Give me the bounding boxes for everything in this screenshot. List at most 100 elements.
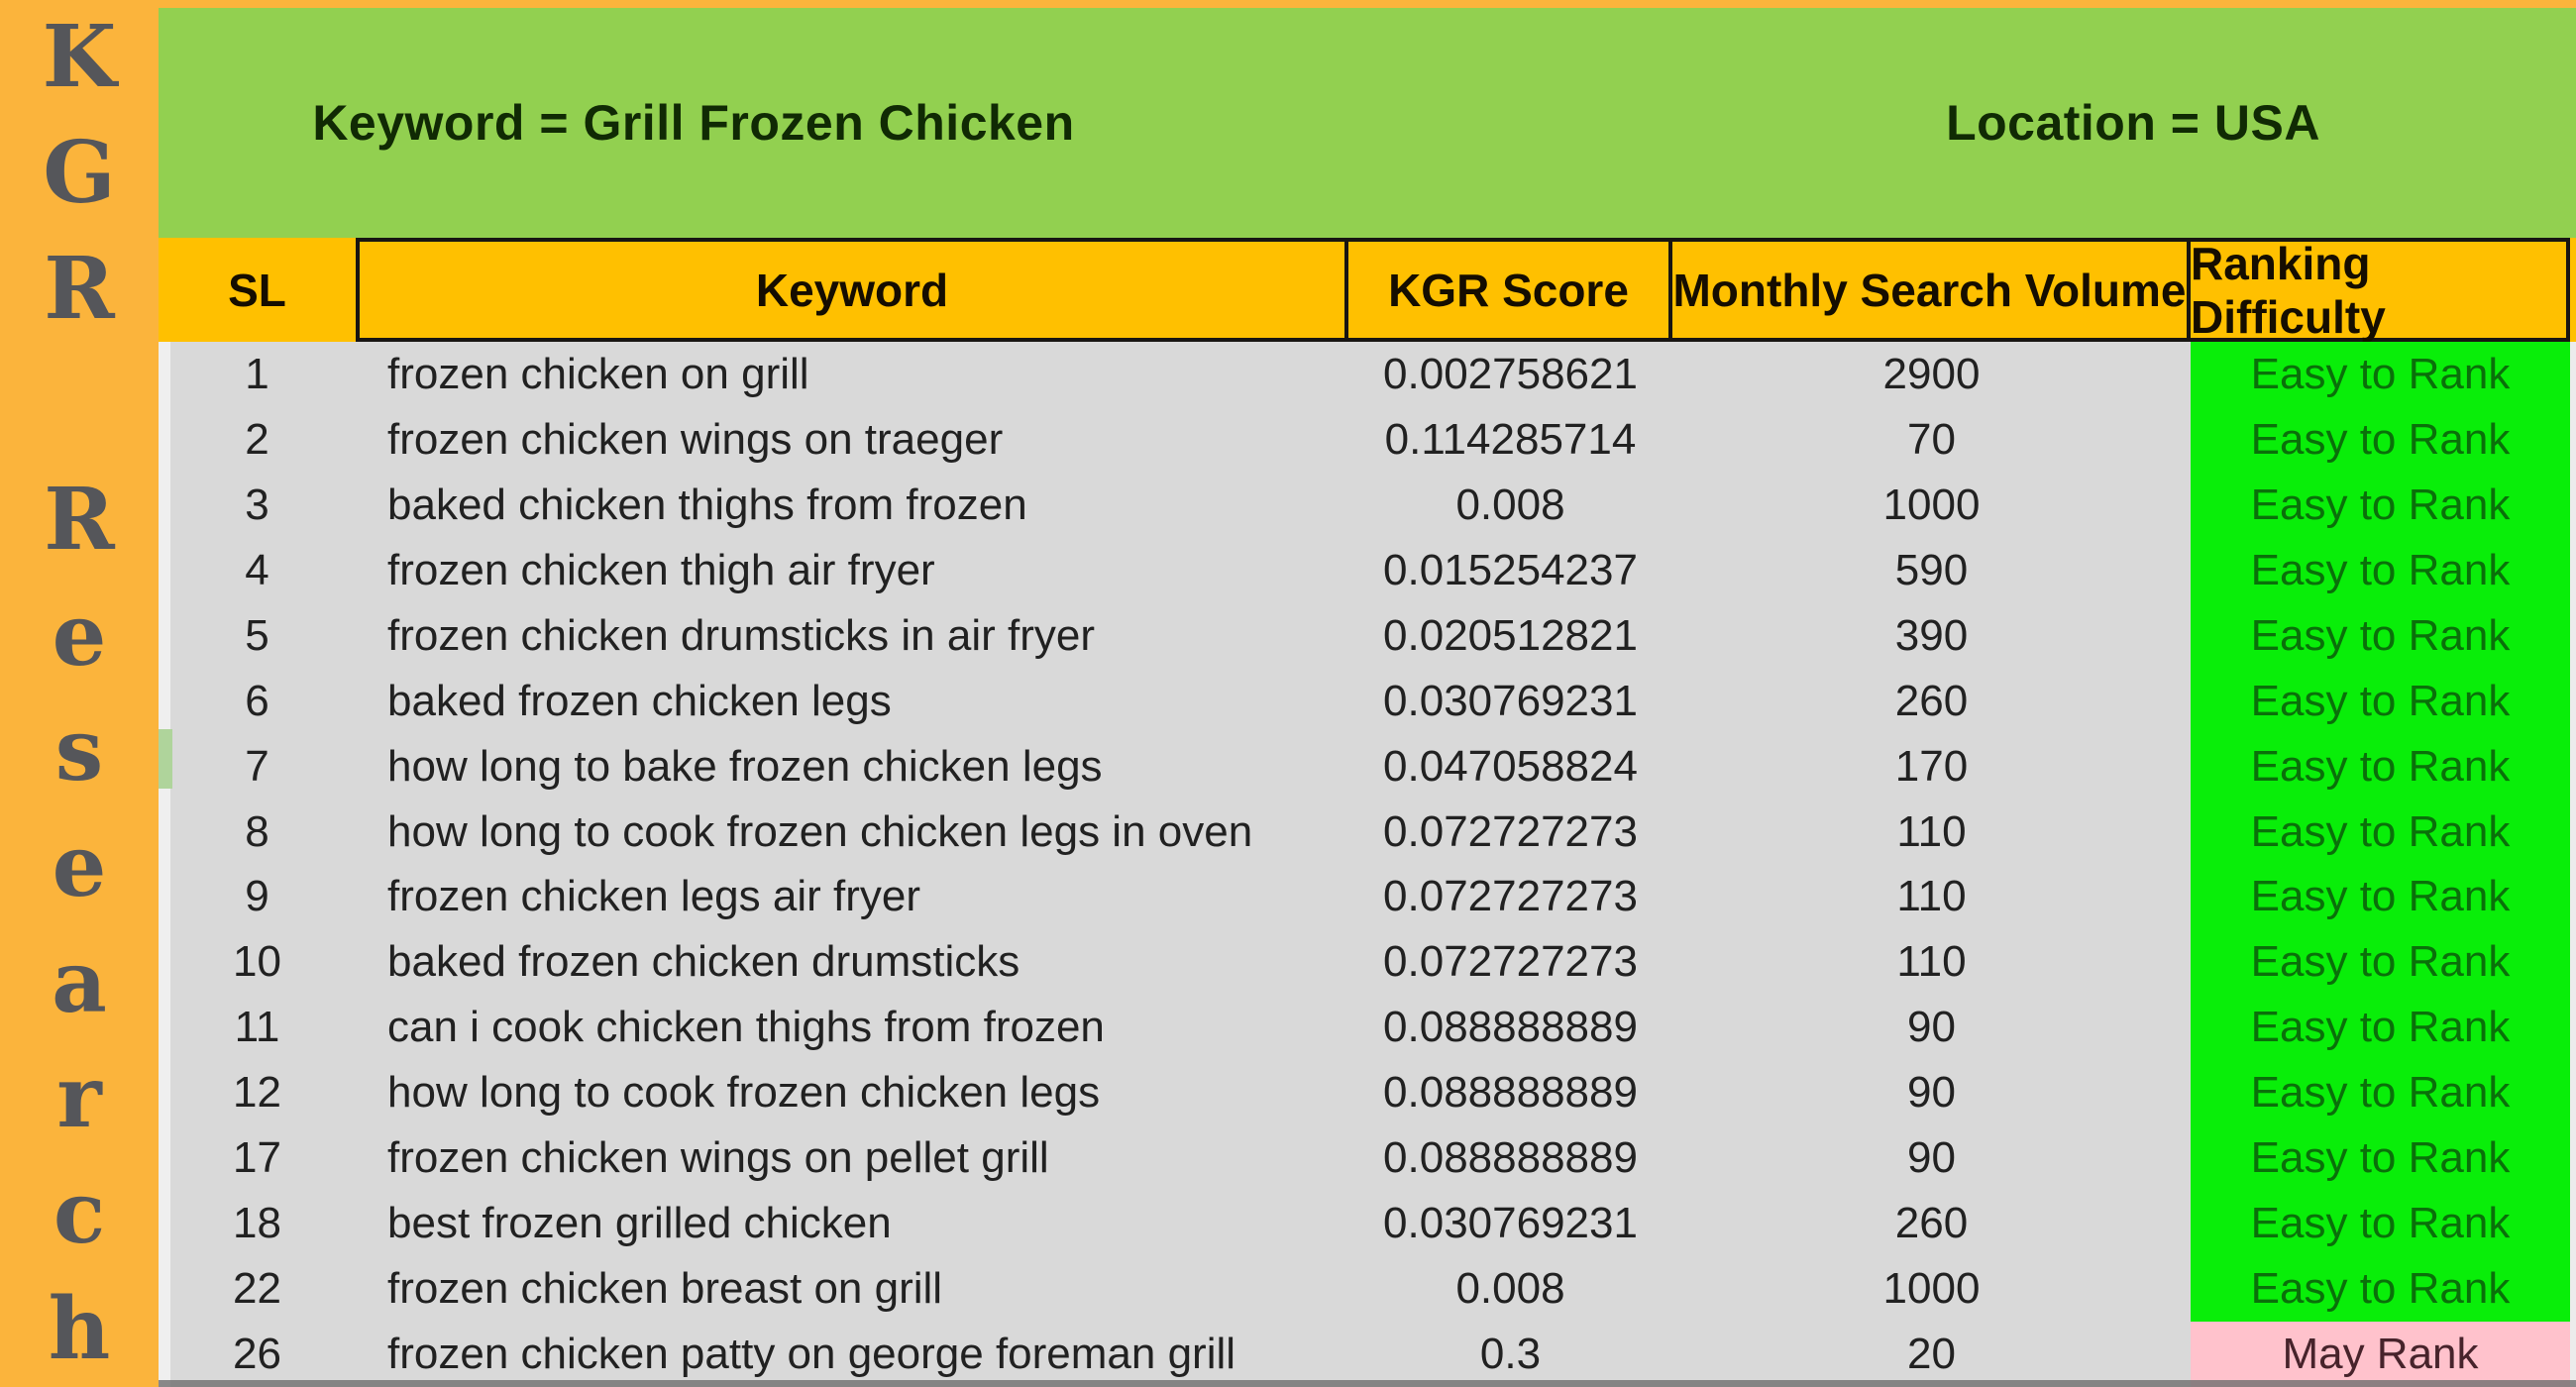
- cell-ranking-difficulty[interactable]: Easy to Rank: [2191, 668, 2570, 734]
- cell-ranking-difficulty[interactable]: Easy to Rank: [2191, 733, 2570, 800]
- cell-keyword[interactable]: frozen chicken breast on grill: [356, 1256, 1348, 1323]
- cell-monthly-search-volume[interactable]: 590: [1672, 537, 2191, 603]
- sidebar-letter: [0, 347, 159, 463]
- table-row: 17 frozen chicken wings on pellet grill …: [159, 1125, 2570, 1192]
- cell-keyword[interactable]: frozen chicken patty on george foreman g…: [356, 1322, 1348, 1387]
- cell-ranking-difficulty[interactable]: Easy to Rank: [2191, 602, 2570, 669]
- cell-ranking-difficulty[interactable]: Easy to Rank: [2191, 995, 2570, 1061]
- cell-ranking-difficulty[interactable]: Easy to Rank: [2191, 929, 2570, 996]
- kgr-research-sidebar: K G R R e s e a r c h: [0, 0, 159, 1387]
- cell-kgr-score[interactable]: 0.047058824: [1348, 733, 1672, 800]
- cell-ranking-difficulty[interactable]: Easy to Rank: [2191, 406, 2570, 473]
- cell-monthly-search-volume[interactable]: 110: [1672, 929, 2191, 996]
- cell-kgr-score[interactable]: 0.088888889: [1348, 995, 1672, 1061]
- cell-monthly-search-volume[interactable]: 170: [1672, 733, 2191, 800]
- column-header-sl[interactable]: SL: [159, 238, 356, 342]
- cell-kgr-score[interactable]: 0.072727273: [1348, 864, 1672, 930]
- cell-ranking-difficulty[interactable]: Easy to Rank: [2191, 342, 2570, 407]
- cell-ranking-difficulty[interactable]: Easy to Rank: [2191, 1191, 2570, 1257]
- cell-keyword[interactable]: frozen chicken on grill: [356, 342, 1348, 407]
- cell-monthly-search-volume[interactable]: 2900: [1672, 342, 2191, 407]
- cell-monthly-search-volume[interactable]: 110: [1672, 864, 2191, 930]
- cell-keyword[interactable]: frozen chicken thigh air fryer: [356, 537, 1348, 603]
- cell-monthly-search-volume[interactable]: 70: [1672, 406, 2191, 473]
- table-row: 8 how long to cook frozen chicken legs i…: [159, 799, 2570, 865]
- cell-kgr-score[interactable]: 0.002758621: [1348, 342, 1672, 407]
- cell-keyword[interactable]: baked chicken thighs from frozen: [356, 472, 1348, 538]
- column-header-kgr-score[interactable]: KGR Score: [1348, 238, 1672, 342]
- cell-keyword[interactable]: baked frozen chicken legs: [356, 668, 1348, 734]
- cell-ranking-difficulty[interactable]: Easy to Rank: [2191, 472, 2570, 538]
- cell-monthly-search-volume[interactable]: 110: [1672, 799, 2191, 865]
- cell-monthly-search-volume[interactable]: 260: [1672, 668, 2191, 734]
- cell-sl[interactable]: 12: [159, 1060, 356, 1126]
- bottom-edge-strip: [159, 1380, 2576, 1387]
- cell-ranking-difficulty[interactable]: Easy to Rank: [2191, 1125, 2570, 1192]
- cell-sl[interactable]: 22: [159, 1256, 356, 1323]
- cell-keyword[interactable]: frozen chicken wings on pellet grill: [356, 1125, 1348, 1192]
- cell-kgr-score[interactable]: 0.008: [1348, 1256, 1672, 1323]
- cell-kgr-score[interactable]: 0.088888889: [1348, 1060, 1672, 1126]
- cell-kgr-score[interactable]: 0.015254237: [1348, 537, 1672, 603]
- cell-kgr-score[interactable]: 0.088888889: [1348, 1125, 1672, 1192]
- cell-sl[interactable]: 4: [159, 537, 356, 603]
- column-header-ranking-difficulty[interactable]: Ranking Difficulty: [2191, 238, 2570, 343]
- cell-monthly-search-volume[interactable]: 90: [1672, 1060, 2191, 1126]
- table-row: 11 can i cook chicken thighs from frozen…: [159, 995, 2570, 1061]
- cell-keyword[interactable]: frozen chicken legs air fryer: [356, 864, 1348, 930]
- cell-kgr-score[interactable]: 0.020512821: [1348, 602, 1672, 669]
- cell-ranking-difficulty[interactable]: May Rank: [2191, 1322, 2570, 1387]
- cell-monthly-search-volume[interactable]: 90: [1672, 995, 2191, 1061]
- cell-sl[interactable]: 8: [159, 799, 356, 865]
- cell-kgr-score[interactable]: 0.072727273: [1348, 799, 1672, 865]
- table-row: 2 frozen chicken wings on traeger 0.1142…: [159, 406, 2570, 473]
- cell-ranking-difficulty[interactable]: Easy to Rank: [2191, 864, 2570, 930]
- cell-keyword[interactable]: frozen chicken wings on traeger: [356, 406, 1348, 473]
- cell-sl[interactable]: 26: [159, 1322, 356, 1387]
- sidebar-letter: R: [44, 238, 115, 339]
- cell-sl[interactable]: 7: [159, 733, 356, 800]
- cell-monthly-search-volume[interactable]: 90: [1672, 1125, 2191, 1192]
- cell-kgr-score[interactable]: 0.3: [1348, 1322, 1672, 1387]
- cell-sl[interactable]: 3: [159, 472, 356, 538]
- cell-monthly-search-volume[interactable]: 20: [1672, 1322, 2191, 1387]
- cell-ranking-difficulty[interactable]: Easy to Rank: [2191, 1256, 2570, 1323]
- cell-keyword[interactable]: how long to cook frozen chicken legs: [356, 1060, 1348, 1126]
- cell-monthly-search-volume[interactable]: 390: [1672, 602, 2191, 669]
- cell-kgr-score[interactable]: 0.030769231: [1348, 1191, 1672, 1257]
- cell-ranking-difficulty[interactable]: Easy to Rank: [2191, 537, 2570, 603]
- cell-kgr-score[interactable]: 0.030769231: [1348, 668, 1672, 734]
- cell-sl[interactable]: 18: [159, 1191, 356, 1257]
- cell-monthly-search-volume[interactable]: 1000: [1672, 1256, 2191, 1323]
- cell-kgr-score[interactable]: 0.114285714: [1348, 406, 1672, 473]
- cell-sl[interactable]: 5: [159, 602, 356, 669]
- table-row: 3 baked chicken thighs from frozen 0.008…: [159, 472, 2570, 538]
- cell-sl[interactable]: 9: [159, 864, 356, 930]
- cell-keyword[interactable]: can i cook chicken thighs from frozen: [356, 995, 1348, 1061]
- cell-monthly-search-volume[interactable]: 1000: [1672, 472, 2191, 538]
- column-header-keyword[interactable]: Keyword: [356, 238, 1348, 342]
- banner-keyword-label: Keyword = Grill Frozen Chicken: [312, 95, 1075, 151]
- cell-ranking-difficulty[interactable]: Easy to Rank: [2191, 1060, 2570, 1126]
- table-row: 9 frozen chicken legs air fryer 0.072727…: [159, 864, 2570, 930]
- sidebar-letter: e: [52, 585, 107, 686]
- cell-keyword[interactable]: how long to bake frozen chicken legs: [356, 733, 1348, 800]
- cell-keyword[interactable]: frozen chicken drumsticks in air fryer: [356, 602, 1348, 669]
- cell-keyword[interactable]: how long to cook frozen chicken legs in …: [356, 799, 1348, 865]
- cell-sl[interactable]: 11: [159, 995, 356, 1061]
- table-row: 6 baked frozen chicken legs 0.030769231 …: [159, 668, 2570, 734]
- cell-monthly-search-volume[interactable]: 260: [1672, 1191, 2191, 1257]
- cell-keyword[interactable]: baked frozen chicken drumsticks: [356, 929, 1348, 996]
- cell-keyword[interactable]: best frozen grilled chicken: [356, 1191, 1348, 1257]
- cell-sl[interactable]: 17: [159, 1125, 356, 1192]
- column-header-monthly-search-volume[interactable]: Monthly Search Volume: [1672, 238, 2191, 342]
- cell-kgr-score[interactable]: 0.008: [1348, 472, 1672, 538]
- cell-sl[interactable]: 10: [159, 929, 356, 996]
- cell-sl[interactable]: 1: [159, 342, 356, 407]
- cell-kgr-score[interactable]: 0.072727273: [1348, 929, 1672, 996]
- table-row: 22 frozen chicken breast on grill 0.008 …: [159, 1256, 2570, 1323]
- cell-sl[interactable]: 6: [159, 668, 356, 734]
- cell-sl[interactable]: 2: [159, 406, 356, 473]
- cell-ranking-difficulty[interactable]: Easy to Rank: [2191, 799, 2570, 865]
- table-row: 7 how long to bake frozen chicken legs 0…: [159, 733, 2570, 800]
